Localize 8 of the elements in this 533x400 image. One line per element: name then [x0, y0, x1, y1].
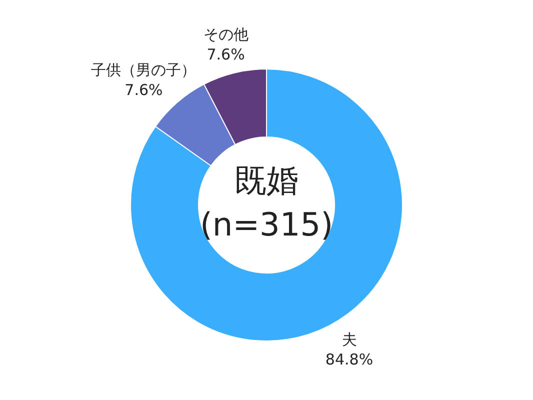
data-label: 7.6% — [124, 81, 163, 100]
data-label: 84.8% — [325, 350, 374, 369]
slice-label: 子供（男の子） — [91, 61, 196, 80]
text: (n=315) — [200, 205, 334, 244]
text: 既婚 — [234, 161, 298, 200]
slice-label: その他 — [203, 26, 248, 44]
data-label: 7.6% — [206, 46, 245, 64]
slice-label: 夫 — [342, 330, 357, 349]
